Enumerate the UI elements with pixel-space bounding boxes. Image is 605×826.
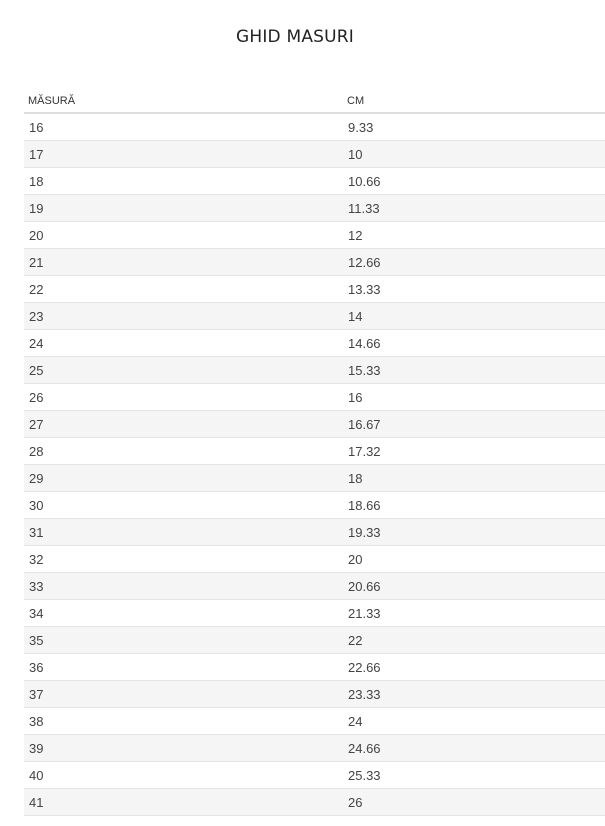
- table-row: 18 10.66: [24, 167, 605, 195]
- size-cell: 35: [24, 626, 343, 654]
- size-cell: 23: [24, 302, 343, 330]
- size-cell: 28: [24, 437, 343, 465]
- table-row: 28 17.32: [24, 437, 605, 465]
- cm-cell: 24: [343, 707, 605, 735]
- cm-cell: 10.66: [343, 167, 605, 195]
- cm-cell: 10: [343, 140, 605, 168]
- cm-cell: 9.33: [343, 113, 605, 141]
- table-row: 21 12.66: [24, 248, 605, 276]
- cm-cell: 18: [343, 464, 605, 492]
- table-row: 30 18.66: [24, 491, 605, 519]
- table-row: 36 22.66: [24, 653, 605, 681]
- size-cell: 25: [24, 356, 343, 384]
- table-row: 16 9.33: [24, 113, 605, 141]
- size-cell: 30: [24, 491, 343, 519]
- cm-cell: 12.66: [343, 248, 605, 276]
- cm-cell: 14.66: [343, 329, 605, 357]
- cm-cell: 16: [343, 383, 605, 411]
- table-row: 25 15.33: [24, 356, 605, 384]
- table-row: 39 24.66: [24, 734, 605, 762]
- size-cell: 40: [24, 761, 343, 789]
- page-title: GHID MASURI: [235, 27, 355, 47]
- cm-cell: 24.66: [343, 734, 605, 762]
- size-cell: 39: [24, 734, 343, 762]
- cm-cell: 14: [343, 302, 605, 330]
- cm-cell: 21.33: [343, 599, 605, 627]
- cm-cell: 15.33: [343, 356, 605, 384]
- size-cell: 33: [24, 572, 343, 600]
- cm-cell: 13.33: [343, 275, 605, 303]
- table-row: 33 20.66: [24, 572, 605, 600]
- table-row: 32 20: [24, 545, 605, 573]
- column-header-cm: CM: [343, 90, 605, 114]
- size-cell: 31: [24, 518, 343, 546]
- table-row: 20 12: [24, 221, 605, 249]
- size-cell: 22: [24, 275, 343, 303]
- table-row: 37 23.33: [24, 680, 605, 708]
- table-row: 29 18: [24, 464, 605, 492]
- size-cell: 19: [24, 194, 343, 222]
- table-row: 23 14: [24, 302, 605, 330]
- table-row: 41 26: [24, 788, 605, 816]
- size-cell: 17: [24, 140, 343, 168]
- size-cell: 34: [24, 599, 343, 627]
- size-cell: 36: [24, 653, 343, 681]
- size-cell: 37: [24, 680, 343, 708]
- size-cell: 16: [24, 113, 343, 141]
- cm-cell: 22.66: [343, 653, 605, 681]
- cm-cell: 23.33: [343, 680, 605, 708]
- cm-cell: 17.32: [343, 437, 605, 465]
- size-cell: 29: [24, 464, 343, 492]
- table-row: 31 19.33: [24, 518, 605, 546]
- table-header-row: MĂSURĂ CM: [24, 90, 605, 114]
- size-cell: 32: [24, 545, 343, 573]
- cm-cell: 11.33: [343, 194, 605, 222]
- column-header-size: MĂSURĂ: [24, 90, 343, 114]
- table-row: 34 21.33: [24, 599, 605, 627]
- cm-cell: 16.67: [343, 410, 605, 438]
- size-cell: 26: [24, 383, 343, 411]
- size-cell: 41: [24, 788, 343, 816]
- table-row: 17 10: [24, 140, 605, 168]
- cm-cell: 22: [343, 626, 605, 654]
- cm-cell: 12: [343, 221, 605, 249]
- table-row: 40 25.33: [24, 761, 605, 789]
- table-row: 26 16: [24, 383, 605, 411]
- size-cell: 24: [24, 329, 343, 357]
- size-cell: 38: [24, 707, 343, 735]
- cm-cell: 20: [343, 545, 605, 573]
- table-row: 38 24: [24, 707, 605, 735]
- cm-cell: 26: [343, 788, 605, 816]
- size-guide-table: MĂSURĂ CM 16 9.33 17 10 18 10.66 19 11.33 20 12 21…: [24, 90, 605, 816]
- table-row: 24 14.66: [24, 329, 605, 357]
- cm-cell: 20.66: [343, 572, 605, 600]
- size-cell: 18: [24, 167, 343, 195]
- table-row: 35 22: [24, 626, 605, 654]
- size-cell: 21: [24, 248, 343, 276]
- cm-cell: 18.66: [343, 491, 605, 519]
- size-cell: 20: [24, 221, 343, 249]
- cm-cell: 25.33: [343, 761, 605, 789]
- cm-cell: 19.33: [343, 518, 605, 546]
- table-row: 19 11.33: [24, 194, 605, 222]
- table-row: 27 16.67: [24, 410, 605, 438]
- size-cell: 27: [24, 410, 343, 438]
- table-row: 22 13.33: [24, 275, 605, 303]
